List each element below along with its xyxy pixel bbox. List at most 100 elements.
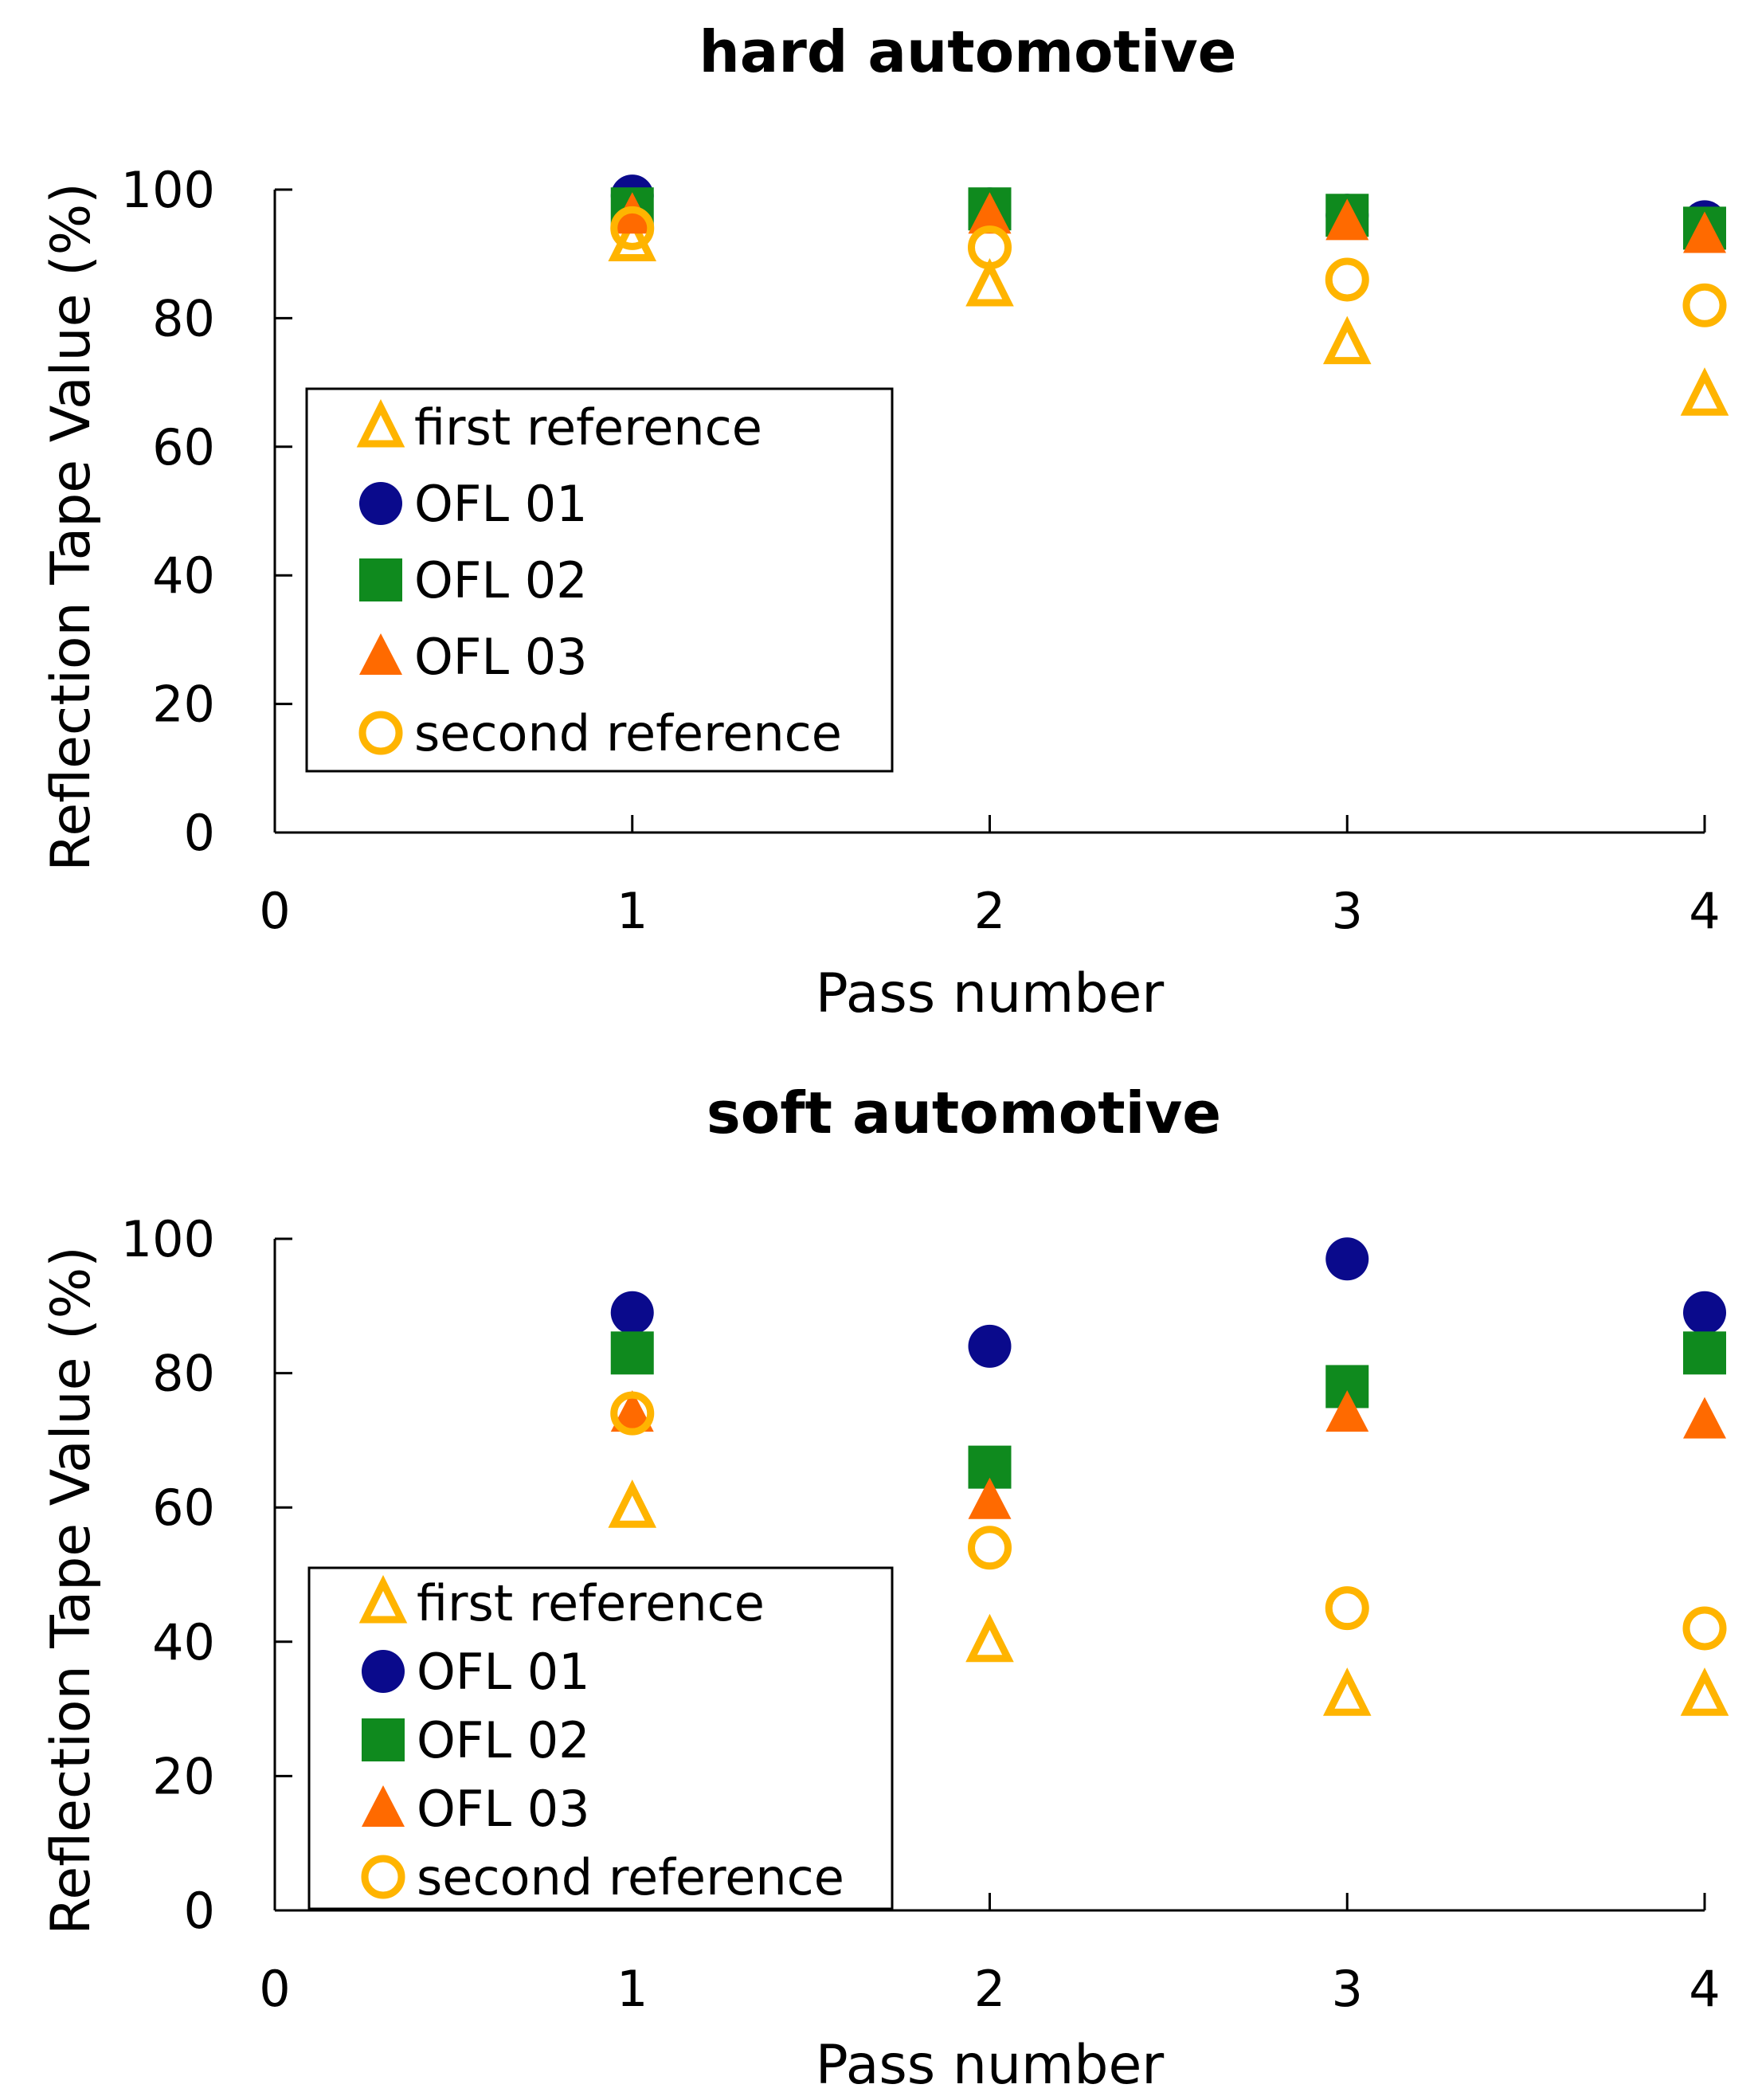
legend-item: second reference [361, 1848, 844, 1906]
legend-item: OFL 02 [362, 1711, 590, 1769]
data-point [1325, 1390, 1369, 1432]
legend-label: OFL 01 [414, 475, 588, 533]
y-tick-label: 20 [152, 676, 215, 734]
data-point [965, 257, 1014, 307]
data-point [1325, 257, 1369, 302]
legend-marker [359, 482, 402, 525]
data-point [968, 1526, 1012, 1570]
y-tick-label: 80 [152, 289, 215, 347]
chart-title: soft automotive [707, 1079, 1221, 1146]
data-point [968, 1324, 1012, 1368]
chart-2: soft automotive 0 20 40 60 80 100 0 1 2 3 4 Pass num… [40, 1079, 1729, 2097]
legend-item: OFL 03 [359, 628, 588, 686]
legend-box [305, 387, 894, 773]
legend-label: OFL 02 [414, 551, 588, 609]
legend-marker [362, 1718, 405, 1761]
legend: first reference OFL 01 OFL 02 OFL 03 second … [307, 1566, 894, 1910]
data-point [968, 225, 1012, 270]
data-point [1325, 1237, 1369, 1281]
y-tick-label: 60 [152, 418, 215, 476]
series-4 [610, 192, 1726, 253]
legend-label: second reference [417, 1848, 844, 1906]
series-5 [610, 206, 1727, 327]
legend-marker [362, 1785, 405, 1827]
y-tick-label: 40 [152, 1613, 215, 1671]
x-tick-label: 0 [259, 882, 290, 940]
data-point [610, 1391, 655, 1436]
chart-title: hard automotive [699, 18, 1236, 85]
series-3 [610, 1331, 1726, 1489]
x-tick-label: 0 [259, 1960, 290, 2018]
x-tick-label: 1 [617, 882, 648, 940]
x-tick-label: 1 [617, 1960, 648, 2018]
legend-marker [359, 633, 402, 675]
series-2 [610, 174, 1726, 244]
y-tick-label: 100 [121, 1210, 215, 1268]
data-point [1680, 1667, 1729, 1716]
y-axis-label: Reflection Tape Value (%) [40, 1246, 103, 1935]
legend-label: OFL 02 [417, 1711, 590, 1769]
legend-item: first reference [358, 1574, 765, 1632]
y-axis-label: Reflection Tape Value (%) [40, 182, 103, 872]
data-point [1682, 283, 1727, 327]
data-point [1683, 211, 1726, 253]
data-point [1322, 1667, 1372, 1716]
legend-box [307, 1566, 894, 1910]
x-tick-label: 4 [1689, 1960, 1720, 2018]
x-tick-label: 4 [1689, 882, 1720, 940]
x-tick-label: 2 [974, 1960, 1005, 2018]
data-point [608, 1479, 657, 1528]
legend-item: OFL 03 [362, 1780, 590, 1838]
legend-item: first reference [356, 398, 762, 456]
data-point [1683, 1331, 1726, 1375]
legend-marker [358, 711, 403, 755]
y-tick-label: 60 [152, 1479, 215, 1537]
data-point [1683, 1291, 1726, 1334]
legend-label: second reference [414, 704, 842, 762]
data-point [610, 206, 655, 250]
x-axis-label: Pass number [816, 2034, 1165, 2097]
legend-marker [362, 1650, 405, 1693]
legend-item: second reference [358, 704, 842, 762]
data-point [608, 213, 657, 262]
x-tick-label: 3 [1332, 1960, 1363, 2018]
data-point [610, 1331, 654, 1375]
legend-marker [361, 1855, 405, 1899]
series-1 [608, 213, 1729, 416]
data-point [1683, 1397, 1726, 1439]
y-tick-label: 40 [152, 547, 215, 605]
legend-item: OFL 02 [359, 551, 588, 609]
legend-label: OFL 03 [417, 1780, 590, 1838]
data-point [968, 192, 1012, 234]
data-point [968, 1477, 1012, 1519]
legend-label: OFL 01 [417, 1643, 590, 1701]
x-axis-label: Pass number [816, 962, 1165, 1025]
legend-marker [359, 558, 402, 601]
series-2 [610, 1237, 1726, 1368]
data-point [965, 1613, 1014, 1663]
data-point [1325, 1586, 1369, 1631]
legend-item: OFL 01 [359, 475, 588, 533]
series-3 [610, 187, 1726, 250]
y-tick-label: 20 [152, 1747, 215, 1805]
x-tick-label: 2 [974, 882, 1005, 940]
data-point [1322, 315, 1372, 365]
series-5 [610, 1391, 1727, 1651]
y-tick-label: 80 [152, 1345, 215, 1403]
y-tick-label: 100 [121, 161, 215, 219]
legend-marker [356, 398, 405, 448]
y-tick-label: 0 [184, 804, 215, 862]
series-1 [608, 1479, 1729, 1716]
legend-label: OFL 03 [414, 628, 588, 686]
legend-label: first reference [414, 398, 762, 456]
x-tick-label: 3 [1332, 882, 1363, 940]
legend-marker [358, 1574, 408, 1624]
y-tick-label: 0 [184, 1882, 215, 1940]
data-point [610, 1390, 654, 1432]
series-4 [610, 1390, 1726, 1519]
data-point [1680, 367, 1729, 416]
legend: first reference OFL 01 OFL 02 OFL 03 second … [305, 387, 894, 773]
data-point [610, 1291, 654, 1334]
data-point [1325, 198, 1369, 241]
